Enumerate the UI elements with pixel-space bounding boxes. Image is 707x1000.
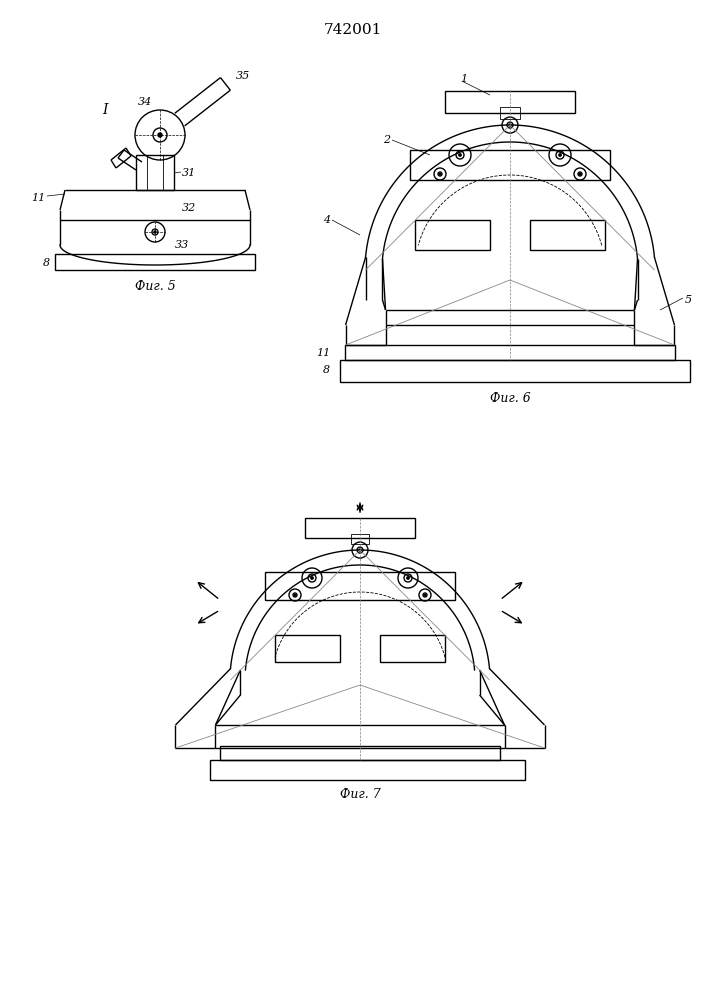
Text: 5: 5 [685,295,692,305]
Circle shape [154,231,156,233]
Circle shape [579,173,580,175]
Bar [220,746,500,760]
Bar [275,635,340,662]
Text: 742001: 742001 [324,23,382,37]
Bar [305,518,415,538]
Text: 33: 33 [175,240,189,250]
Bar [351,534,369,544]
Bar [445,91,575,113]
Text: Фиг. 6: Фиг. 6 [490,391,530,404]
Circle shape [509,124,511,126]
Bar [410,150,610,180]
Text: 4: 4 [323,215,330,225]
Text: 11: 11 [30,193,45,203]
Circle shape [359,549,361,551]
Bar [265,572,455,600]
Text: 1: 1 [460,74,467,84]
Text: 31: 31 [182,168,197,178]
Text: 35: 35 [235,71,250,81]
Circle shape [459,154,461,156]
Text: 2: 2 [383,135,390,145]
Text: Фиг. 5: Фиг. 5 [134,280,175,294]
Circle shape [439,173,440,175]
Bar [500,107,520,119]
Bar [340,360,690,382]
Bar [345,345,675,360]
Bar [136,155,174,190]
Circle shape [407,577,409,579]
Text: 8: 8 [323,365,330,375]
Text: I: I [103,103,107,117]
Bar [210,760,525,780]
Circle shape [158,133,162,137]
Bar [380,635,445,662]
Circle shape [559,154,561,156]
Text: 8: 8 [43,258,50,268]
Bar [55,254,255,270]
Circle shape [424,594,426,596]
Circle shape [311,577,313,579]
Text: 34: 34 [138,97,152,107]
Circle shape [294,594,296,596]
Text: 11: 11 [316,348,330,358]
Bar [530,220,605,250]
Text: 32: 32 [182,203,197,213]
Bar [415,220,490,250]
Text: Фиг. 7: Фиг. 7 [339,788,380,802]
